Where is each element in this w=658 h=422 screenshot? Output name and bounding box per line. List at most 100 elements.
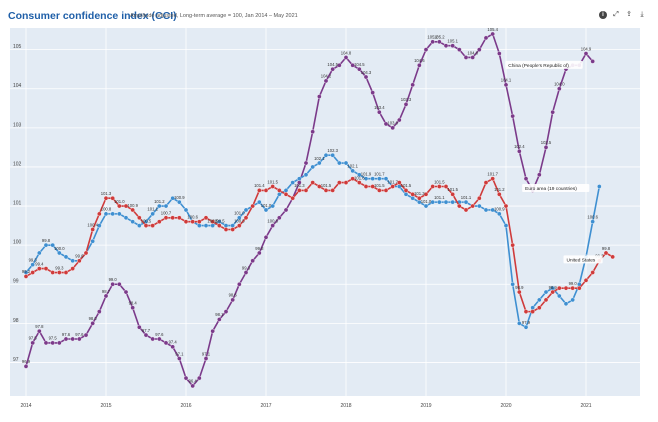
data-point[interactable] bbox=[283, 192, 289, 197]
data-point[interactable] bbox=[390, 125, 395, 131]
data-point[interactable] bbox=[430, 199, 435, 205]
data-point[interactable] bbox=[250, 258, 255, 264]
data-point[interactable] bbox=[323, 78, 329, 84]
data-point[interactable] bbox=[137, 223, 142, 228]
data-point[interactable] bbox=[510, 113, 515, 119]
data-point[interactable] bbox=[430, 39, 435, 45]
data-point[interactable] bbox=[103, 195, 109, 201]
data-point[interactable] bbox=[590, 59, 595, 64]
data-point[interactable] bbox=[57, 340, 62, 346]
data-point[interactable] bbox=[377, 109, 382, 115]
data-point[interactable] bbox=[190, 383, 195, 389]
data-point[interactable] bbox=[610, 254, 615, 260]
data-point[interactable] bbox=[63, 336, 69, 342]
data-point[interactable] bbox=[543, 289, 549, 295]
data-point[interactable] bbox=[463, 55, 469, 60]
data-point[interactable] bbox=[523, 309, 529, 314]
data-point[interactable] bbox=[557, 86, 562, 92]
data-point[interactable] bbox=[270, 203, 275, 209]
data-point[interactable] bbox=[317, 94, 322, 99]
data-point[interactable] bbox=[123, 215, 129, 221]
data-point[interactable] bbox=[370, 90, 375, 95]
data-point[interactable] bbox=[503, 82, 509, 88]
data-point[interactable] bbox=[97, 211, 102, 217]
data-point[interactable] bbox=[537, 305, 542, 311]
data-point[interactable] bbox=[570, 285, 575, 291]
data-point[interactable] bbox=[203, 215, 209, 221]
data-point[interactable] bbox=[603, 250, 609, 256]
data-point[interactable] bbox=[137, 215, 142, 221]
data-point[interactable] bbox=[277, 192, 282, 197]
data-point[interactable] bbox=[230, 227, 235, 232]
data-point[interactable] bbox=[377, 176, 382, 181]
data-point[interactable] bbox=[157, 203, 162, 209]
data-point[interactable] bbox=[503, 203, 509, 209]
data-point[interactable] bbox=[143, 223, 149, 228]
data-point[interactable] bbox=[170, 344, 175, 350]
data-point[interactable] bbox=[477, 47, 482, 52]
data-point[interactable] bbox=[70, 266, 75, 271]
data-point[interactable] bbox=[243, 207, 249, 213]
data-point[interactable] bbox=[117, 211, 122, 217]
data-point[interactable] bbox=[550, 289, 555, 295]
data-point[interactable] bbox=[370, 176, 375, 181]
data-point[interactable] bbox=[403, 192, 409, 197]
data-point[interactable] bbox=[403, 188, 409, 193]
share-icon[interactable]: ⇪ bbox=[626, 11, 632, 18]
data-point[interactable] bbox=[123, 289, 129, 295]
data-point[interactable] bbox=[410, 195, 415, 201]
data-point[interactable] bbox=[343, 55, 349, 60]
data-point[interactable] bbox=[237, 215, 242, 221]
data-point[interactable] bbox=[90, 227, 95, 232]
data-point[interactable] bbox=[430, 184, 435, 189]
data-point[interactable] bbox=[383, 121, 389, 127]
data-point[interactable] bbox=[263, 207, 269, 213]
data-point[interactable] bbox=[323, 188, 329, 193]
data-point[interactable] bbox=[477, 195, 482, 201]
data-point[interactable] bbox=[510, 281, 515, 287]
data-point[interactable] bbox=[277, 188, 282, 193]
data-point[interactable] bbox=[317, 184, 322, 189]
data-point[interactable] bbox=[583, 278, 589, 283]
data-point[interactable] bbox=[423, 47, 429, 52]
data-point[interactable] bbox=[103, 211, 109, 217]
data-point[interactable] bbox=[310, 180, 315, 185]
data-point[interactable] bbox=[270, 223, 275, 228]
data-point[interactable] bbox=[470, 203, 475, 209]
data-point[interactable] bbox=[223, 227, 229, 232]
data-point[interactable] bbox=[217, 317, 222, 322]
data-point[interactable] bbox=[543, 297, 549, 303]
data-point[interactable] bbox=[590, 219, 595, 224]
data-point[interactable] bbox=[50, 242, 55, 248]
data-point[interactable] bbox=[57, 250, 62, 256]
data-point[interactable] bbox=[157, 219, 162, 224]
data-point[interactable] bbox=[423, 192, 429, 197]
data-point[interactable] bbox=[257, 199, 262, 205]
data-point[interactable] bbox=[237, 281, 242, 287]
data-point[interactable] bbox=[483, 180, 489, 185]
data-point[interactable] bbox=[443, 43, 449, 49]
data-point[interactable] bbox=[203, 223, 209, 228]
info-icon[interactable]: i bbox=[599, 11, 607, 19]
data-point[interactable] bbox=[437, 39, 442, 45]
data-point[interactable] bbox=[423, 203, 429, 209]
data-point[interactable] bbox=[177, 356, 182, 361]
data-point[interactable] bbox=[257, 250, 262, 256]
data-point[interactable] bbox=[517, 321, 522, 326]
data-point[interactable] bbox=[150, 211, 155, 217]
data-point[interactable] bbox=[90, 238, 95, 244]
data-point[interactable] bbox=[143, 332, 149, 338]
data-point[interactable] bbox=[490, 31, 495, 37]
data-point[interactable] bbox=[230, 297, 235, 303]
data-point[interactable] bbox=[223, 309, 229, 314]
data-point[interactable] bbox=[183, 207, 189, 213]
data-point[interactable] bbox=[223, 223, 229, 228]
data-point[interactable] bbox=[443, 184, 449, 189]
data-point[interactable] bbox=[310, 164, 315, 170]
data-point[interactable] bbox=[377, 188, 382, 193]
data-point[interactable] bbox=[363, 74, 369, 80]
data-point[interactable] bbox=[263, 188, 269, 193]
data-point[interactable] bbox=[550, 109, 555, 115]
data-point[interactable] bbox=[77, 258, 82, 264]
data-point[interactable] bbox=[203, 356, 209, 361]
